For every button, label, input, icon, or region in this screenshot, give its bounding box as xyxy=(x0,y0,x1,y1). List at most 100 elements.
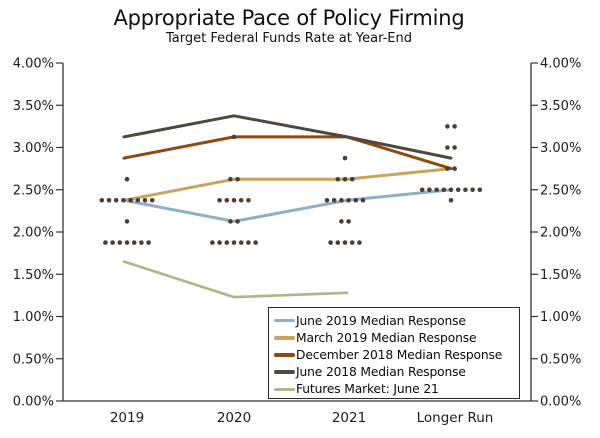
y-tick-label-right: 4.00% xyxy=(540,57,581,72)
scatter-dot xyxy=(448,187,454,193)
scatter-dot xyxy=(228,176,233,182)
y-tick-label-right: 0.50% xyxy=(540,352,581,367)
series-line-futures-market-june-21 xyxy=(122,260,349,299)
y-tick-label-right: 3.00% xyxy=(540,141,581,156)
scatter-dot xyxy=(124,176,130,182)
scatter-dot xyxy=(253,240,258,245)
scatter-dot xyxy=(238,198,244,203)
y-tick-label-right: 3.50% xyxy=(540,99,581,114)
scatter-dot xyxy=(224,198,230,203)
legend-item-december-2018: December 2018 Median Response xyxy=(274,346,519,363)
scatter-dot xyxy=(349,176,355,182)
scatter-dot xyxy=(357,240,362,245)
scatter-dot xyxy=(335,176,341,182)
legend-item-futures-market: Futures Market: June 21 xyxy=(274,381,519,398)
y-tick-label-left: 2.50% xyxy=(13,183,54,198)
legend-item-march-2019: March 2019 Median Response xyxy=(274,329,519,346)
scatter-dot xyxy=(339,219,344,224)
scatter-dot xyxy=(441,187,447,193)
scatter-dot xyxy=(217,198,222,203)
scatter-dot xyxy=(124,219,130,224)
scatter-dot xyxy=(149,198,155,203)
scatter-dot xyxy=(210,240,215,245)
y-tick-label-right: 2.00% xyxy=(540,226,581,241)
scatter-dot xyxy=(246,240,251,245)
scatter-dot xyxy=(335,240,341,245)
legend-label-june-2019: June 2019 Median Response xyxy=(296,313,466,328)
scatter-dot xyxy=(246,198,251,203)
y-tick-label-left: 1.00% xyxy=(13,310,54,325)
scatter-dot xyxy=(99,198,105,203)
scatter-dot xyxy=(342,176,348,182)
series-line-june-2019-median-response xyxy=(122,188,453,223)
scatter-dot xyxy=(217,240,222,245)
x-tick-label-2019: 2019 xyxy=(110,410,144,426)
scatter-dot xyxy=(328,240,333,245)
scatter-dot xyxy=(342,155,348,161)
legend: June 2019 Median Response March 2019 Med… xyxy=(268,307,520,399)
scatter-dot xyxy=(103,240,108,245)
chart-title: Appropriate Pace of Policy Firming xyxy=(113,6,465,30)
scatter-dot xyxy=(324,198,330,203)
y-tick-label-left: 1.50% xyxy=(13,268,54,283)
legend-swatch-futures-market xyxy=(274,387,295,392)
y-tick-label-right: 2.50% xyxy=(540,183,581,198)
series-line-march-2019-median-response xyxy=(122,167,453,202)
scatter-dot xyxy=(128,198,133,203)
scatter-dot xyxy=(117,240,123,245)
scatter-dot xyxy=(419,187,425,193)
scatter-dot xyxy=(113,198,119,203)
chart-subtitle: Target Federal Funds Rate at Year-End xyxy=(165,31,413,46)
y-tick-label-left: 0.00% xyxy=(13,395,54,410)
scatter-dot xyxy=(121,198,126,203)
scatter-dot xyxy=(235,219,240,224)
series-line-june-2018-median-response xyxy=(122,114,453,160)
legend-label-december-2018: December 2018 Median Response xyxy=(296,347,503,362)
scatter-dot xyxy=(331,198,337,203)
scatter-dot xyxy=(231,198,237,203)
scatter-dot xyxy=(477,187,483,193)
legend-item-june-2018: June 2018 Median Response xyxy=(274,364,519,381)
legend-swatch-march-2019 xyxy=(274,335,295,340)
scatter-dot xyxy=(235,176,240,182)
x-tick-label-longer-run: Longer Run xyxy=(417,410,494,426)
scatter-dot xyxy=(238,240,244,245)
scatter-dot xyxy=(353,198,359,203)
scatter-dot xyxy=(434,187,439,193)
scatter-dot xyxy=(448,198,454,203)
scatter-dot xyxy=(231,134,237,140)
legend-label-futures-market: Futures Market: June 21 xyxy=(296,382,439,397)
scatter-dot xyxy=(470,187,475,193)
scatter-dot xyxy=(445,124,450,129)
legend-swatch-june-2019 xyxy=(274,318,295,323)
scatter-dot xyxy=(106,198,112,203)
scatter-dot xyxy=(427,187,432,193)
scatter-dot xyxy=(445,145,450,150)
scatter-dot xyxy=(110,240,115,245)
scatter-dot xyxy=(339,198,344,203)
legend-swatch-december-2018 xyxy=(274,353,295,357)
y-tick-label-left: 0.50% xyxy=(13,352,54,367)
x-tick-label-2020: 2020 xyxy=(217,410,251,426)
scatter-dot xyxy=(452,166,457,171)
y-tick-label-right: 1.50% xyxy=(540,268,581,283)
legend-swatch-june-2018 xyxy=(274,370,295,374)
scatter-dot xyxy=(463,187,468,193)
scatter-dot xyxy=(146,240,151,245)
legend-label-march-2019: March 2019 Median Response xyxy=(296,330,477,345)
y-tick-label-left: 2.00% xyxy=(13,226,54,241)
scatter-dot xyxy=(228,219,233,224)
scatter-dot xyxy=(455,187,461,193)
scatter-dot xyxy=(452,124,457,129)
y-tick-label-right: 0.00% xyxy=(540,395,581,410)
scatter-dot xyxy=(346,219,351,224)
scatter-dot xyxy=(346,198,351,203)
scatter-dot xyxy=(224,240,230,245)
scatter-dot xyxy=(135,198,141,203)
scatter-dot xyxy=(124,240,130,245)
scatter-dot xyxy=(342,240,348,245)
scatter-dot xyxy=(142,198,148,203)
scatter-dot xyxy=(131,240,137,245)
